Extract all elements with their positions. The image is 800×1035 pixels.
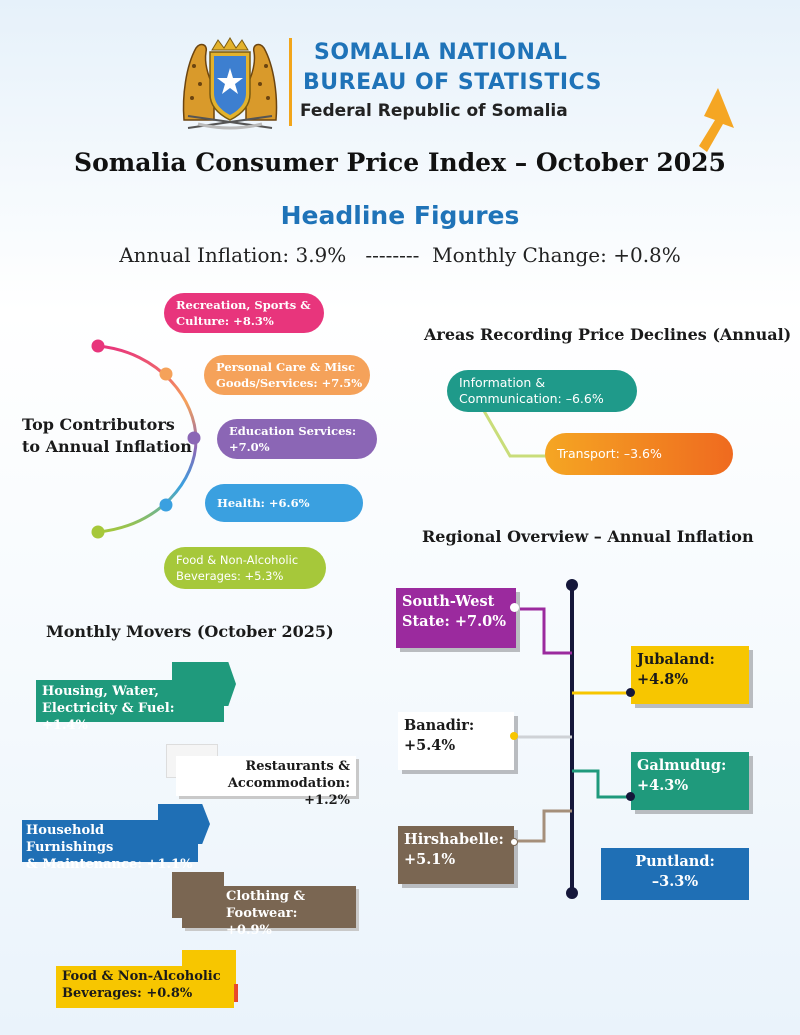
- region-south-west: South-West State: +7.0%: [396, 588, 516, 648]
- declines-title: Areas Recording Price Declines (Annual): [424, 325, 792, 344]
- contributors-arc: [91, 339, 201, 539]
- monthly-movers-title: Monthly Movers (October 2025): [46, 622, 334, 641]
- region-puntland: Puntland: –3.3%: [601, 848, 749, 900]
- org-subtitle: Federal Republic of Somalia: [300, 101, 568, 121]
- contributor-health: Health: +6.6%: [205, 484, 363, 522]
- mover-clothing: Clothing & Footwear: +0.9%: [182, 886, 356, 938]
- headline-summary: Annual Inflation: 3.9% -------- Monthly …: [119, 243, 681, 267]
- mover-restaurants: Restaurants & Accommodation: +1.2%: [176, 756, 356, 808]
- coat-of-arms-icon: [182, 37, 278, 130]
- region-south-west-dot: [510, 603, 519, 612]
- region-banadir-dot: [510, 732, 518, 740]
- arrow-up-right-icon: [699, 88, 734, 152]
- mover-household: Household Furnishings & Maintenance: +1.1…: [22, 820, 198, 872]
- headline-heading: Headline Figures: [280, 201, 520, 230]
- region-hirshabelle-dot: [510, 838, 518, 846]
- decline-transport: Transport: –3.6%: [545, 433, 733, 475]
- region-banadir: Banadir: +5.4%: [398, 712, 514, 770]
- mover-food: Food & Non-Alcoholic Beverages: +0.8%: [56, 966, 234, 1008]
- contributor-education: Education Services: +7.0%: [217, 419, 377, 459]
- region-galmudug-dot: [626, 792, 635, 801]
- contributor-personal-care: Personal Care & Misc Goods/Services: +7.5…: [204, 355, 370, 395]
- decline-information: Information & Communication: –6.6%: [447, 370, 637, 412]
- region-galmudug: Galmudug: +4.3%: [631, 752, 749, 810]
- region-jubaland: Jubaland: +4.8%: [631, 646, 749, 704]
- mover-housing: Housing, Water, Electricity & Fuel: +1.4%: [36, 680, 224, 733]
- page-title: Somalia Consumer Price Index – October 2…: [74, 148, 726, 177]
- top-contributors-title: Top Contributors to Annual Inflation: [22, 415, 192, 456]
- regional-timeline: [514, 579, 630, 899]
- region-jubaland-dot: [626, 688, 635, 697]
- contributor-food: Food & Non-Alcoholic Beverages: +5.3%: [164, 547, 326, 589]
- declines-connector: [478, 403, 558, 458]
- org-name-line2: BUREAU OF STATISTICS: [303, 70, 602, 95]
- contributor-recreation: Recreation, Sports & Culture: +8.3%: [164, 293, 324, 333]
- header-divider: [289, 38, 292, 126]
- org-name-line1: SOMALIA NATIONAL: [314, 40, 568, 65]
- region-hirshabelle: Hirshabelle: +5.1%: [398, 826, 514, 884]
- regional-title: Regional Overview – Annual Inflation: [422, 527, 754, 546]
